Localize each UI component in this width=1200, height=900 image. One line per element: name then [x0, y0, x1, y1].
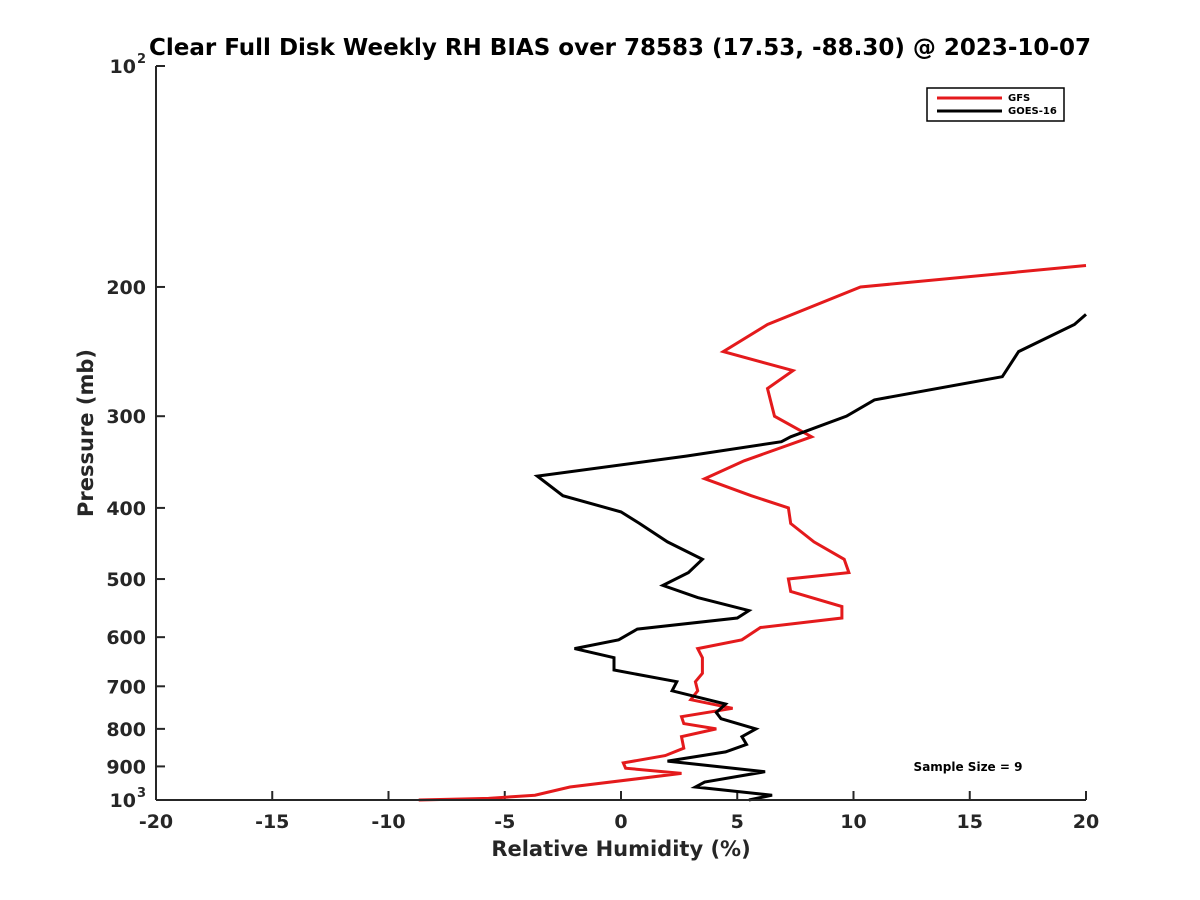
legend-box [926, 87, 1065, 122]
x-tick-label: -15 [255, 811, 289, 833]
plot-series [418, 264, 1087, 802]
x-tick-label: 20 [1073, 811, 1099, 833]
x-tick-label: 0 [614, 811, 627, 833]
y-tick-label: 700 [106, 676, 146, 698]
legend-label-goes16: GOES-16 [1008, 106, 1057, 117]
y-tick-label: 10 [110, 790, 136, 812]
legend-label-gfs: GFS [1008, 93, 1030, 104]
sample-size-annotation: Sample Size = 9 [914, 760, 1023, 774]
y-tick-label: 900 [106, 756, 146, 778]
y-tick-label: 200 [106, 277, 146, 299]
y-axis-label: Pressure (mb) [74, 349, 98, 517]
x-tick-label: -10 [371, 811, 405, 833]
series-line-gfs [418, 264, 1087, 802]
x-tick-label: -20 [139, 811, 173, 833]
chart-title: Clear Full Disk Weekly RH BIAS over 7858… [149, 35, 1091, 61]
x-tick-label: -5 [494, 811, 515, 833]
y-tick-label: 500 [106, 569, 146, 591]
y-tick-label: 300 [106, 406, 146, 428]
y-tick-label: 400 [106, 498, 146, 520]
x-axis-ticks: -20 -15 -10 -5 0 5 10 15 20 [139, 791, 1099, 833]
y-tick-label: 800 [106, 719, 146, 741]
y-tick-label: 600 [106, 627, 146, 649]
series-line-goes16 [533, 313, 1087, 802]
x-axis-label: Relative Humidity (%) [491, 837, 750, 861]
y-tick-exponent: 3 [137, 786, 146, 801]
y-tick-label: 10 [110, 56, 136, 78]
x-tick-label: 5 [731, 811, 744, 833]
legend: GFS GOES-16 [926, 87, 1065, 122]
y-tick-exponent: 2 [137, 52, 146, 67]
x-tick-label: 15 [957, 811, 983, 833]
x-tick-label: 10 [840, 811, 866, 833]
